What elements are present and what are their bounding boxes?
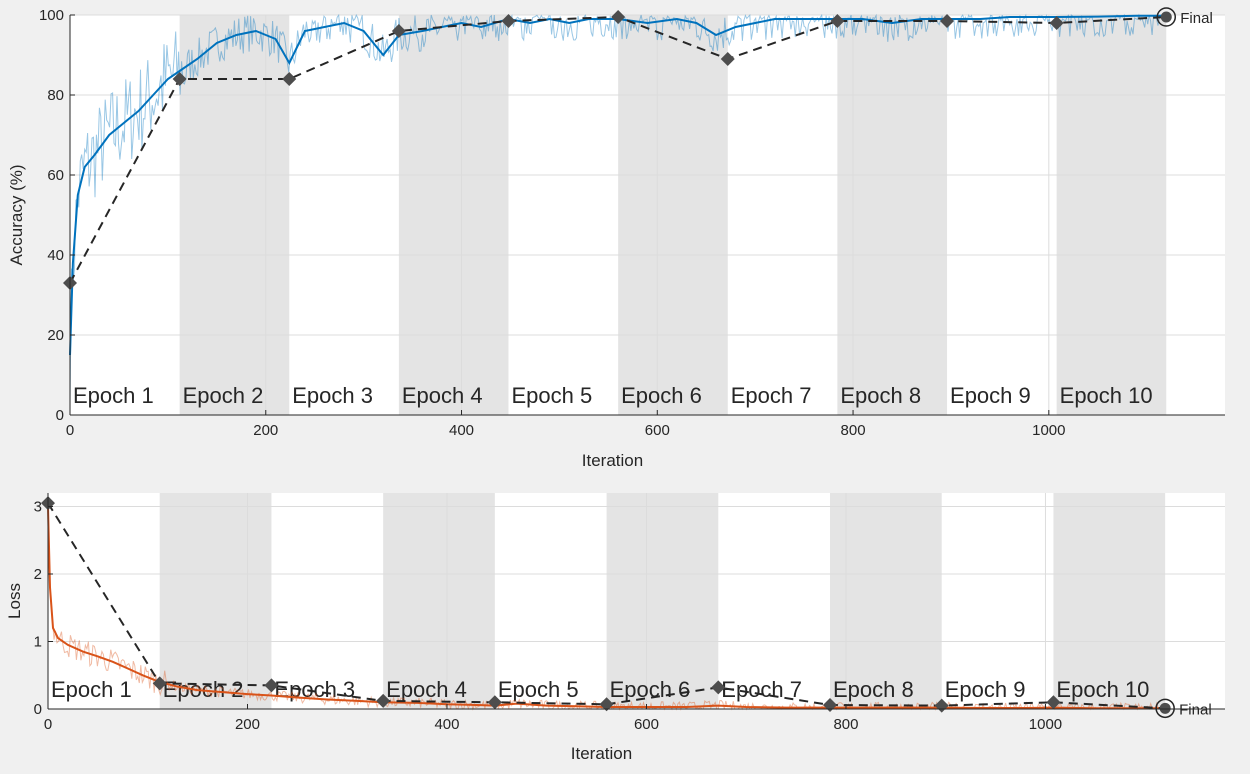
y-axis-label: Loss [5, 583, 24, 619]
x-tick-label: 400 [434, 716, 459, 733]
y-tick-label: 20 [47, 327, 64, 344]
y-axis-label: Accuracy (%) [7, 164, 26, 265]
x-axis-label: Iteration [571, 744, 632, 763]
x-tick-label: 400 [449, 422, 474, 439]
y-tick-label: 60 [47, 167, 64, 184]
epoch-shade [383, 493, 495, 709]
epoch-label: Epoch 1 [51, 677, 132, 702]
validation-point [940, 14, 955, 28]
validation-point [1049, 16, 1064, 30]
validation-point [376, 693, 391, 708]
epoch-label: Epoch 10 [1060, 383, 1153, 408]
epoch-shade [1053, 493, 1166, 709]
epoch-shade [830, 493, 942, 709]
epoch-label: Epoch 10 [1056, 677, 1149, 702]
epoch-shade [159, 493, 272, 709]
validation-point [611, 10, 626, 24]
y-tick-label: 80 [47, 87, 64, 104]
validation-point [282, 72, 297, 86]
epoch-label: Epoch 1 [73, 383, 154, 408]
y-tick-label: 3 [34, 499, 42, 516]
final-marker [1160, 11, 1172, 23]
epoch-label: Epoch 6 [621, 383, 702, 408]
validation-point [172, 72, 187, 86]
final-label: Final [1179, 701, 1212, 718]
epoch-shade [1056, 15, 1167, 415]
epoch-label: Epoch 3 [292, 383, 373, 408]
validation-point [1046, 695, 1061, 710]
epoch-label: Epoch 9 [945, 677, 1026, 702]
epoch-shade [179, 15, 290, 415]
epoch-label: Epoch 5 [498, 677, 579, 702]
validation-point [487, 695, 502, 710]
epoch-shade [837, 15, 948, 415]
y-tick-label: 1 [34, 634, 42, 651]
x-tick-label: 0 [66, 422, 74, 439]
x-tick-label: 0 [44, 716, 52, 733]
y-tick-label: 2 [34, 566, 42, 583]
validation-point [152, 676, 167, 691]
epoch-shade [398, 15, 509, 415]
x-tick-label: 1000 [1029, 716, 1062, 733]
x-tick-label: 800 [833, 716, 858, 733]
accuracy-plot: Epoch 1 Epoch 2 Epoch 3 Epoch 4 Epoch 5 Epoch… [7, 7, 1225, 470]
epoch-label: Epoch 7 [731, 383, 812, 408]
validation-point [711, 680, 726, 695]
final-marker-ring [1156, 7, 1177, 27]
epoch-label: Epoch 8 [840, 383, 921, 408]
validation-point [264, 678, 279, 693]
final-marker [1159, 702, 1171, 714]
loss-plot: Epoch 1 Epoch 2 Epoch 3 Epoch 4 Epoch 5 Epoch… [5, 493, 1225, 763]
epoch-label: Epoch 6 [610, 677, 691, 702]
y-tick-label: 0 [34, 701, 42, 718]
epoch-label: Epoch 4 [402, 383, 483, 408]
epoch-label: Epoch 5 [512, 383, 593, 408]
validation-point [501, 14, 516, 28]
x-tick-label: 600 [645, 422, 670, 439]
y-tick-label: 100 [39, 7, 64, 24]
validation-point [720, 52, 735, 66]
x-tick-label: 800 [841, 422, 866, 439]
epoch-label: Epoch 4 [386, 677, 467, 702]
epoch-label: Epoch 2 [183, 383, 264, 408]
x-axis-label: Iteration [582, 451, 643, 470]
validation-point [599, 697, 614, 712]
x-tick-label: 200 [235, 716, 260, 733]
x-tick-label: 1000 [1032, 422, 1065, 439]
final-marker-ring [1155, 698, 1175, 719]
y-tick-label: 0 [56, 407, 64, 424]
validation-point [830, 14, 845, 28]
epoch-label: Epoch 9 [950, 383, 1031, 408]
y-tick-label: 40 [47, 247, 64, 264]
epoch-shade [606, 493, 719, 709]
x-tick-label: 200 [253, 422, 278, 439]
x-tick-label: 600 [634, 716, 659, 733]
validation-point [391, 24, 406, 38]
epoch-label: Epoch 2 [163, 677, 244, 702]
epoch-shade [618, 15, 728, 415]
final-label: Final [1180, 10, 1213, 27]
epoch-label: Epoch 8 [833, 677, 914, 702]
validation-point [823, 697, 838, 712]
